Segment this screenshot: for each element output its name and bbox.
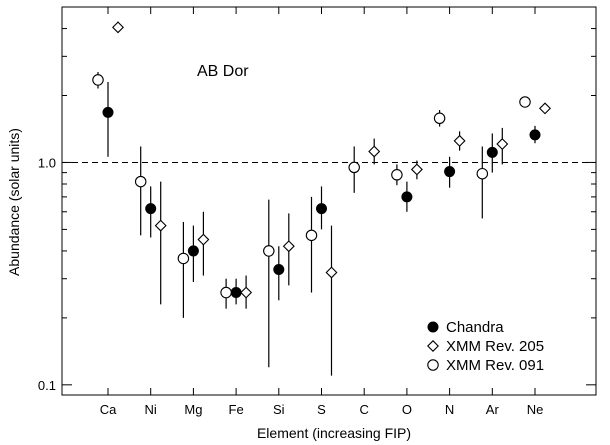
x-tick-label: Ne — [527, 402, 544, 417]
legend-label: Chandra — [446, 319, 504, 336]
data-point — [476, 167, 489, 180]
y-tick-label: 0.1 — [38, 378, 56, 393]
data-point — [410, 163, 423, 176]
x-tick-label: Ni — [145, 402, 157, 417]
data-point — [282, 240, 295, 253]
legend-marker — [427, 359, 439, 371]
data-point — [263, 245, 275, 257]
x-tick-label: Mg — [184, 402, 202, 417]
data-point — [391, 169, 403, 181]
data-point — [154, 219, 167, 232]
data-point — [220, 286, 232, 299]
data-point — [305, 229, 318, 242]
x-tick-label: Si — [273, 402, 285, 417]
data-point — [92, 74, 104, 86]
data-point — [197, 233, 210, 246]
plot-frame — [61, 6, 597, 396]
x-tick-label: Fe — [229, 402, 244, 417]
x-tick-label: Ca — [100, 402, 117, 417]
data-point — [519, 96, 531, 108]
x-axis-title: Element (increasing FIP) — [257, 425, 411, 441]
data-point — [240, 286, 253, 299]
legend-marker — [427, 340, 439, 352]
x-tick-label: S — [317, 402, 326, 417]
data-point — [112, 21, 124, 34]
data-point — [273, 264, 285, 276]
data-point — [444, 166, 456, 178]
data-point — [486, 146, 498, 158]
y-tick-label: 1.0 — [38, 155, 56, 170]
data-layer — [92, 21, 551, 376]
x-tick-label: C — [360, 402, 369, 417]
legend-label: XMM Rev. 205 — [446, 338, 544, 355]
data-point — [316, 203, 327, 215]
data-point — [539, 102, 551, 115]
data-point — [102, 106, 114, 118]
data-point — [453, 134, 466, 147]
data-point — [401, 191, 413, 203]
x-tick-label: O — [402, 402, 412, 417]
legend-marker — [427, 321, 439, 333]
x-tick-label: N — [445, 402, 454, 417]
data-point — [433, 112, 446, 125]
data-point — [177, 252, 190, 265]
y-axis-title: Abundance (solar units) — [6, 128, 22, 276]
data-point — [145, 203, 157, 215]
data-point — [134, 175, 147, 188]
data-point — [496, 138, 509, 151]
data-point — [348, 161, 360, 174]
legend-label: XMM Rev. 091 — [446, 357, 544, 374]
data-point — [187, 245, 199, 257]
x-tick-label: Ar — [486, 402, 500, 417]
data-point — [529, 129, 541, 141]
data-point — [230, 287, 242, 299]
data-point — [368, 145, 381, 158]
legend: Chandra XMM Rev. 205 XMM Rev. 091 — [427, 319, 544, 374]
axes-layer: 0.1 1.0 Ca Ni Mg Fe Si S C O N Ar Ne — [38, 6, 596, 417]
data-point — [325, 266, 338, 279]
annotation-label: AB Dor — [197, 63, 249, 80]
